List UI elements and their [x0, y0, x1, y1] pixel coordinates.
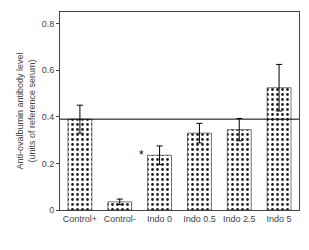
svg-text:0.8: 0.8 [42, 19, 55, 29]
svg-text:Indo 0: Indo 0 [147, 214, 172, 224]
svg-text:Indo 2.5: Indo 2.5 [223, 214, 256, 224]
svg-text:0: 0 [49, 205, 54, 215]
svg-text:*: * [139, 148, 144, 162]
svg-text:Control-: Control- [104, 214, 136, 224]
svg-text:Indo 5: Indo 5 [267, 214, 292, 224]
svg-text:Indo 0.5: Indo 0.5 [183, 214, 216, 224]
svg-text:0.6: 0.6 [42, 65, 55, 75]
svg-text:Anti-ovalbumin antibody level(: Anti-ovalbumin antibody level(units of r… [15, 52, 37, 169]
svg-text:Control+: Control+ [63, 214, 97, 224]
svg-text:0.4: 0.4 [42, 112, 55, 122]
svg-text:0.2: 0.2 [42, 159, 55, 169]
